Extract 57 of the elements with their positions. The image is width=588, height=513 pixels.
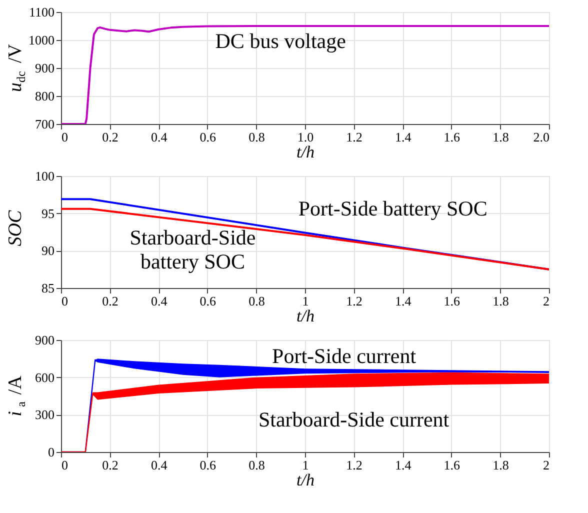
x-axis-title: t/h [296, 142, 314, 162]
x-tick-label: 1.2 [346, 130, 362, 144]
x-tick-label: 1.4 [394, 130, 412, 144]
series-label: Port-Side battery SOC [298, 196, 488, 221]
y-tick-label: 300 [35, 407, 54, 422]
x-tick-label: 2 [543, 458, 550, 472]
series-label: Port-Side current [272, 344, 416, 368]
x-tick-label: 0.8 [248, 130, 265, 144]
x-tick-label: 0.6 [200, 294, 217, 308]
x-tick-label: 0.2 [102, 130, 118, 144]
y-tick-label: 900 [35, 332, 54, 348]
y-tick-label: 95 [42, 206, 54, 221]
x-tick-label: 1.4 [394, 294, 412, 308]
y-axis-title: SOC [5, 210, 26, 246]
x-tick-label: 0.4 [150, 130, 168, 144]
x-tick-label: 0.8 [248, 458, 265, 472]
x-tick-label: 0.6 [200, 458, 217, 472]
series-label: Starboard-Side battery SOC [130, 226, 256, 274]
y-tick-label: 800 [35, 88, 54, 104]
y-axis-title: udc /V [5, 44, 28, 92]
x-tick-label: 1.6 [444, 458, 461, 472]
x-tick-label: 1.4 [394, 458, 412, 472]
x-tick-label: 0.2 [102, 458, 118, 472]
x-tick-label: 1.6 [444, 294, 461, 308]
x-tick-label: 1 [302, 458, 309, 472]
x-tick-label: 0 [62, 458, 68, 472]
x-tick-label: 1.6 [444, 130, 461, 144]
y-tick-label: 85 [42, 280, 54, 296]
x-tick-label: 0 [62, 130, 68, 144]
y-tick-label: 1100 [28, 4, 54, 20]
x-tick-label: 0 [62, 294, 68, 308]
y-tick-label: 100 [35, 168, 54, 184]
x-tick-label: 1.0 [297, 130, 314, 144]
y-tick-label: 700 [35, 116, 54, 132]
y-tick-label: 0 [48, 444, 54, 460]
x-tick-label: 0.8 [248, 294, 265, 308]
series-label: Starboard-Side current [258, 408, 450, 432]
x-tick-label: 0.4 [150, 458, 168, 472]
x-tick-label: 0.6 [200, 130, 217, 144]
y-tick-label: 600 [35, 370, 54, 385]
x-tick-label: 1 [302, 294, 309, 308]
x-tick-label: 0.2 [102, 294, 118, 308]
x-tick-label: 1.8 [492, 294, 509, 308]
x-tick-label: 0.4 [150, 294, 168, 308]
series-label: DC bus voltage [215, 29, 346, 54]
x-tick-label: 1.8 [492, 458, 509, 472]
x-axis-title: t/h [296, 470, 314, 490]
y-tick-label: 1000 [28, 32, 54, 48]
y-tick-label: 900 [35, 60, 54, 76]
x-tick-label: 1.2 [346, 294, 362, 308]
y-axis-title: ia /A [5, 375, 28, 416]
x-tick-label: 2.0 [533, 130, 550, 144]
x-tick-label: 1.8 [492, 130, 509, 144]
x-tick-label: 1.2 [346, 458, 362, 472]
x-tick-label: 2 [543, 294, 550, 308]
y-tick-label: 90 [42, 243, 54, 258]
x-axis-title: t/h [296, 306, 314, 326]
